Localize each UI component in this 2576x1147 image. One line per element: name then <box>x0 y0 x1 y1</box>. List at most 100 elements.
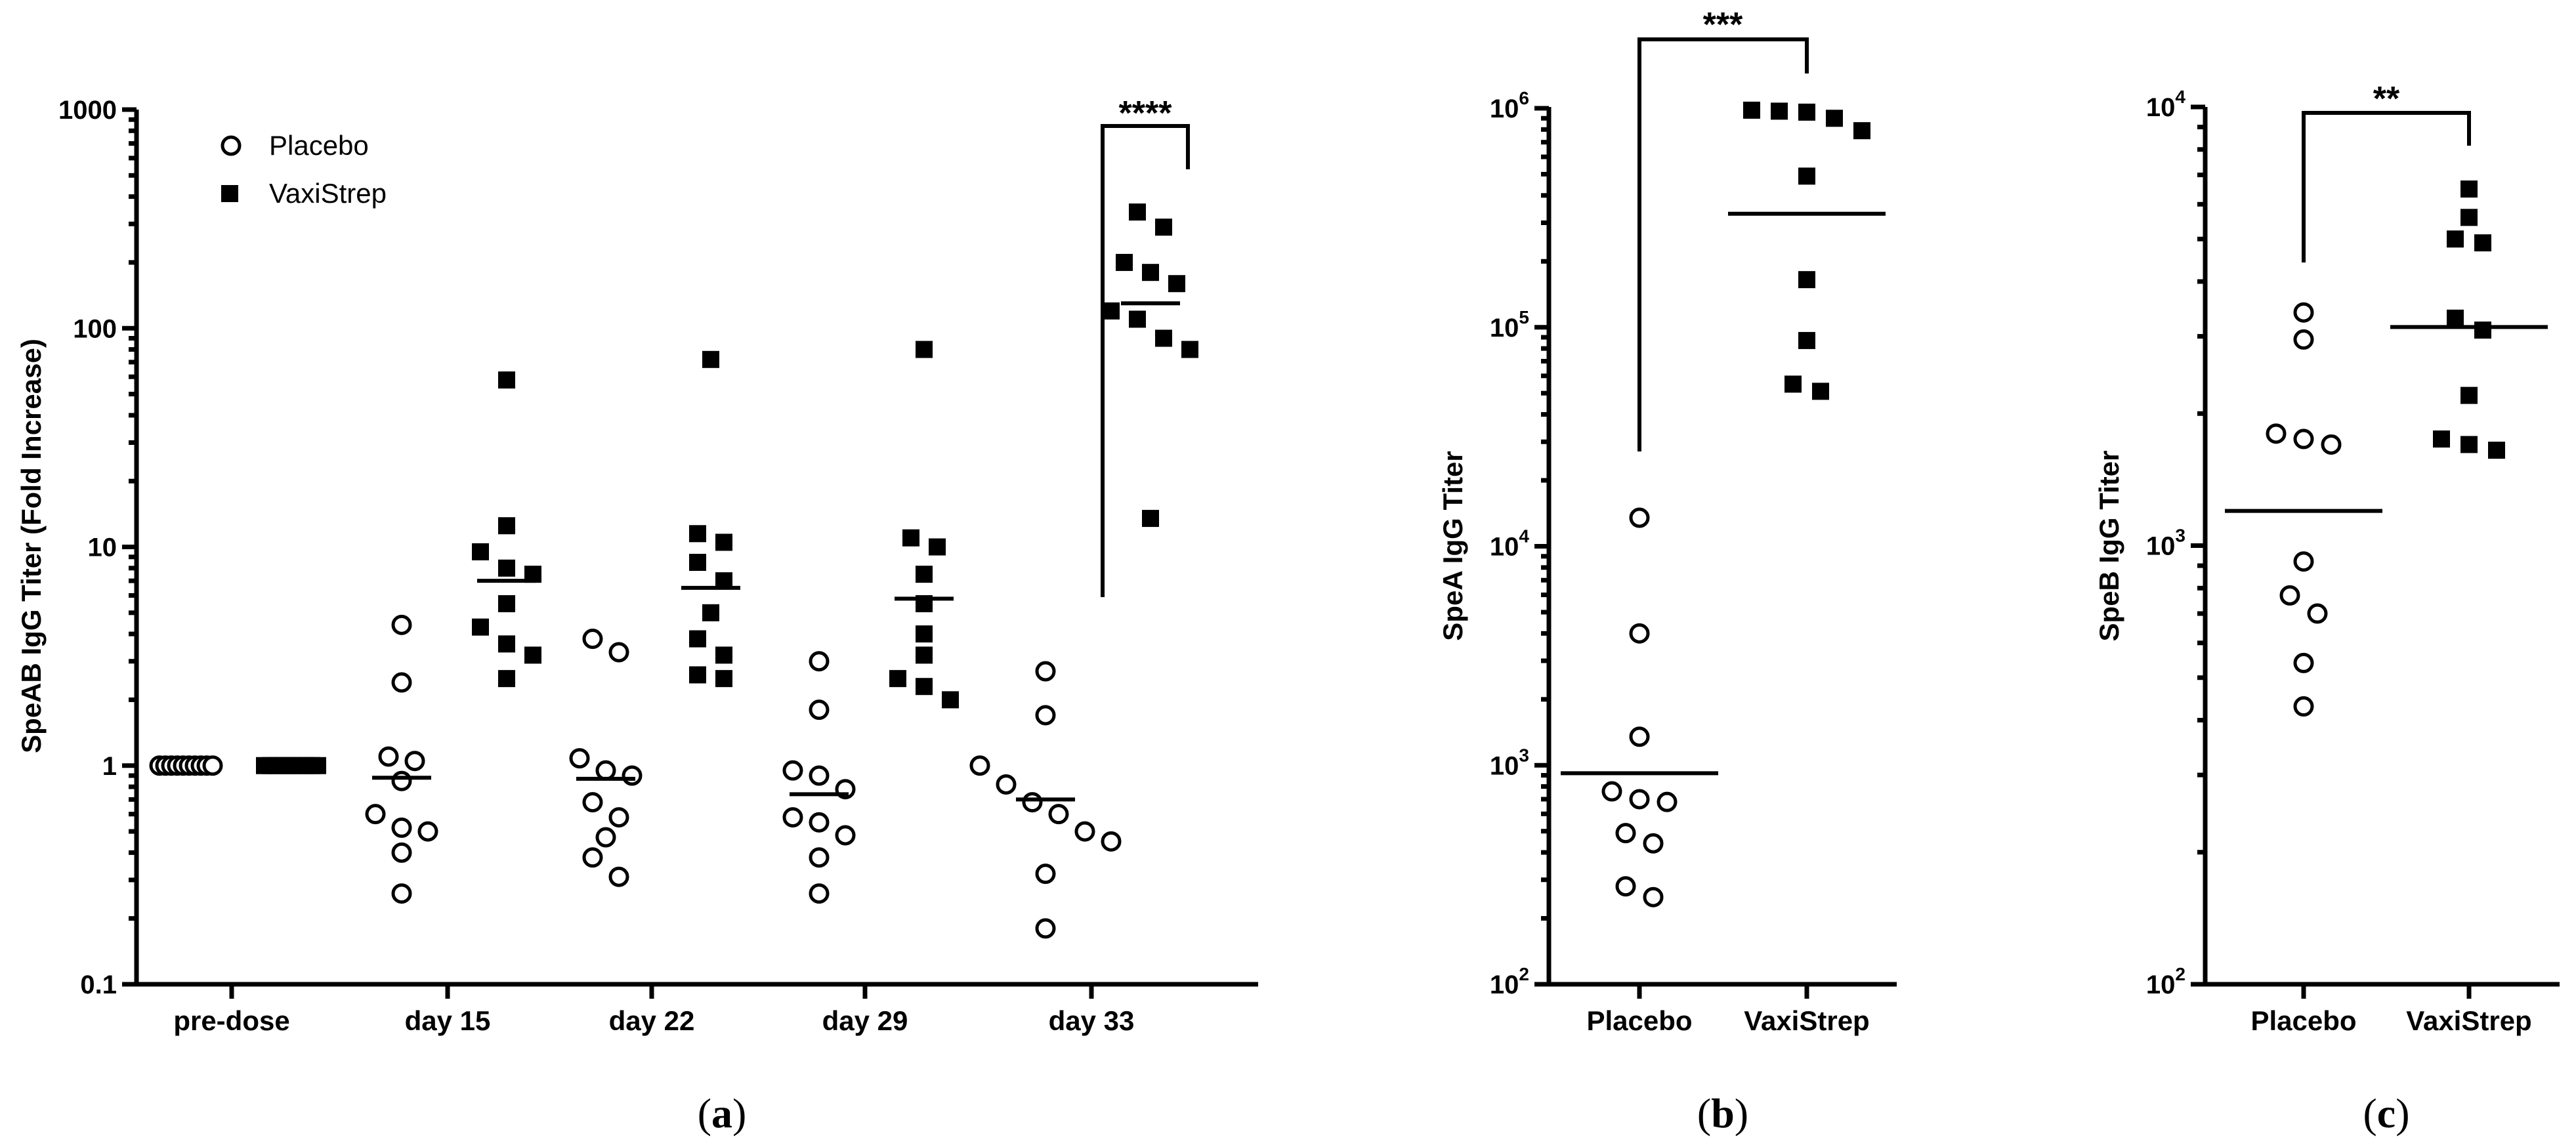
panel-a-placebo-point <box>809 847 830 868</box>
panel-a-placebo-point <box>1022 792 1043 813</box>
panel-b: SpeA IgG Titer 102 103 104 105 106 Placebo Va… <box>1437 6 1897 1137</box>
panel-a-x-tick-label: day 33 <box>1049 1005 1135 1036</box>
panel-a-vaxistrep-point <box>1155 219 1172 236</box>
panel-a-vaxistrep-point <box>916 625 933 643</box>
panel-c-vaxistrep-point <box>2447 309 2464 327</box>
panel-a-vaxistrep-point <box>1168 275 1185 293</box>
panel-b-vaxistrep-point <box>1798 331 1815 349</box>
panel-c-placebo-point <box>2293 428 2314 449</box>
panel-a-vaxistrep-point <box>702 350 719 368</box>
panel-a-vaxistrep-point <box>916 646 933 664</box>
panel-a-placebo-point <box>1035 661 1056 682</box>
panel-a-placebo-point <box>608 807 629 828</box>
panel-b-vaxistrep-point <box>1771 102 1788 120</box>
panel-c-x-tick-label: VaxiStrep <box>2406 1005 2531 1036</box>
panel-c-placebo-point <box>2279 585 2300 606</box>
panel-a-vaxistrep-point <box>498 559 515 577</box>
panel-b-y-tick-label: 103 <box>1490 745 1529 780</box>
panel-c-x-tick-label: Placebo <box>2250 1005 2356 1036</box>
panel-a-vaxistrep-point <box>1142 510 1159 528</box>
panel-b-vaxistrep-point <box>1853 122 1870 140</box>
panel-a-placebo-point <box>1035 705 1056 726</box>
panel-a-placebo-point <box>404 751 425 772</box>
panel-a-vaxistrep-point <box>715 670 732 688</box>
panel-a-significance: **** <box>1119 94 1173 133</box>
legend-placebo-marker <box>221 135 242 156</box>
panel-a-vaxistrep-point <box>1181 341 1198 358</box>
panel-a-vaxistrep-point <box>498 371 515 389</box>
panel-b-y-tick-label: 106 <box>1490 88 1529 123</box>
panel-c-label: (c) <box>2363 1090 2409 1137</box>
panel-b-placebo-point <box>1629 726 1650 747</box>
panel-a-x-tick-label: pre-dose <box>173 1005 289 1036</box>
panel-a-placebo-point <box>595 827 616 848</box>
panel-a-vaxistrep-point <box>309 757 326 774</box>
panel-a-placebo-point <box>378 746 399 767</box>
panel-b-significance: *** <box>1703 6 1743 44</box>
panel-c-placebo-point <box>2293 302 2314 323</box>
panel-a-vaxistrep-point <box>689 525 706 543</box>
panel-a-placebo-point <box>417 821 438 842</box>
panel-c-vaxistrep-point <box>2447 230 2464 248</box>
panel-b-y-tick-label: 104 <box>1490 526 1530 562</box>
panel-a-placebo-point <box>782 807 803 828</box>
panel-b-label: (b) <box>1697 1090 1748 1137</box>
panel-a-vaxistrep-point <box>1129 310 1146 328</box>
panel-a-vaxistrep-point <box>472 618 489 636</box>
panel-a-vaxistrep-point <box>715 533 732 551</box>
panel-a-placebo-point <box>608 866 629 887</box>
panel-a-placebo-point <box>365 804 386 825</box>
panel-b-vaxistrep-point <box>1743 101 1760 119</box>
panel-a-vaxistrep-point <box>889 670 906 688</box>
panel-a-vaxistrep-point <box>916 678 933 696</box>
panel-a-placebo-point <box>996 774 1017 795</box>
panel-a-x-tick-label: day 15 <box>405 1005 491 1036</box>
panel-b-y-tick-label: 102 <box>1490 964 1529 999</box>
panel-a-placebo-point <box>391 614 412 635</box>
panel-a-vaxistrep-point <box>1142 264 1159 282</box>
panel-a-vaxistrep-point <box>916 566 933 583</box>
panel-a-vaxistrep-point <box>689 554 706 572</box>
panel-c-y-tick-label: 103 <box>2146 526 2185 561</box>
panel-c: SpeB IgG Titer 102 103 104 Placebo VaxiStre… <box>2094 80 2560 1137</box>
panel-c-placebo-point <box>2293 696 2314 717</box>
panel-a-placebo-point <box>1074 821 1095 842</box>
panel-a-placebo-point <box>582 792 603 813</box>
panel-b-y-axis-title: SpeA IgG Titer <box>1437 451 1468 640</box>
panel-c-significance: ** <box>2373 80 2400 118</box>
panel-c-y-axis-title: SpeB IgG Titer <box>2094 451 2124 642</box>
panel-b-placebo-point <box>1615 876 1636 897</box>
panel-c-placebo-point <box>2307 603 2328 624</box>
panel-a-vaxistrep-point <box>702 604 719 621</box>
panel-a-placebo-point <box>1035 864 1056 885</box>
panel-a-vaxistrep-point <box>1129 203 1146 221</box>
panel-b-placebo-point <box>1615 823 1636 844</box>
panel-c-placebo-point <box>2293 551 2314 572</box>
panel-a-legend: Placebo VaxiStrep <box>221 130 387 209</box>
panel-b-vaxistrep-point <box>1784 375 1802 393</box>
panel-b-x-tick-label: Placebo <box>1586 1005 1692 1036</box>
panel-b-placebo-point <box>1643 886 1664 907</box>
panel-a-vaxistrep-point <box>498 635 515 653</box>
panel-c-vaxistrep-point <box>2488 442 2505 459</box>
panel-c-vaxistrep-point <box>2474 322 2491 339</box>
panel-c-vaxistrep-point <box>2460 180 2478 198</box>
panel-a-x-tick-label: day 29 <box>822 1005 908 1036</box>
panel-a-vaxistrep-point <box>929 538 946 556</box>
panel-a-label: (a) <box>698 1090 747 1137</box>
panel-b-vaxistrep-point <box>1798 271 1815 289</box>
panel-a-placebo-point <box>202 755 223 776</box>
panel-a-vaxistrep-point <box>689 666 706 684</box>
panel-b-placebo-point <box>1643 833 1664 854</box>
panel-a-placebo-point <box>608 642 629 663</box>
panel-a-y-tick-label: 1 <box>102 752 117 781</box>
panel-a-placebo-point <box>969 755 990 776</box>
panel-a-placebo-point <box>809 883 830 904</box>
panel-b-placebo-point <box>1657 791 1678 812</box>
panel-a-placebo-point <box>569 748 590 769</box>
legend-placebo-label: Placebo <box>269 130 369 161</box>
panel-a-placebo-point <box>1048 804 1069 825</box>
panel-a-placebo-point <box>835 825 856 846</box>
panel-b-significance-bracket <box>1637 37 1809 451</box>
panel-a-vaxistrep-point <box>472 543 489 560</box>
